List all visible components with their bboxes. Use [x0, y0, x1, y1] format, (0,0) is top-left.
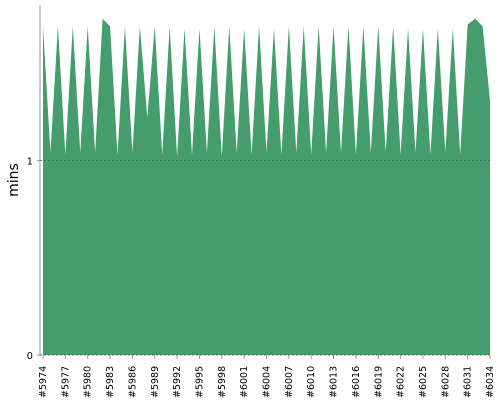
x-tick-label: #5998	[217, 366, 228, 398]
y-tick-label: 0	[27, 351, 33, 362]
x-tick-label: #6025	[418, 366, 429, 398]
x-tick-label: #6022	[396, 366, 407, 398]
area	[43, 18, 490, 355]
x-tick-label: #5983	[105, 366, 116, 398]
x-tick-label: #5989	[150, 366, 161, 398]
y-axis-label: mins	[6, 163, 22, 197]
x-tick-label: #5995	[194, 366, 205, 398]
x-tick-label: #6031	[463, 366, 474, 398]
x-tick-label: #6004	[262, 366, 273, 398]
x-tick-label: #6019	[373, 366, 384, 398]
x-tick-label: #6028	[440, 366, 451, 398]
x-tick-label: #6034	[485, 366, 496, 398]
x-tick-label: #6001	[239, 366, 250, 398]
x-tick-label: #6013	[329, 366, 340, 398]
y-tick-label: 1	[27, 157, 33, 168]
x-tick-label: #6010	[306, 366, 317, 398]
x-tick-label: #5977	[60, 366, 71, 398]
x-tick-label: #6016	[351, 366, 362, 398]
x-tick-label: #6007	[284, 366, 295, 398]
x-tick-label: #5986	[127, 366, 138, 398]
x-tick-label: #5980	[83, 366, 94, 398]
x-tick-label: #5974	[38, 366, 49, 398]
x-tick-label: #5992	[172, 366, 183, 398]
